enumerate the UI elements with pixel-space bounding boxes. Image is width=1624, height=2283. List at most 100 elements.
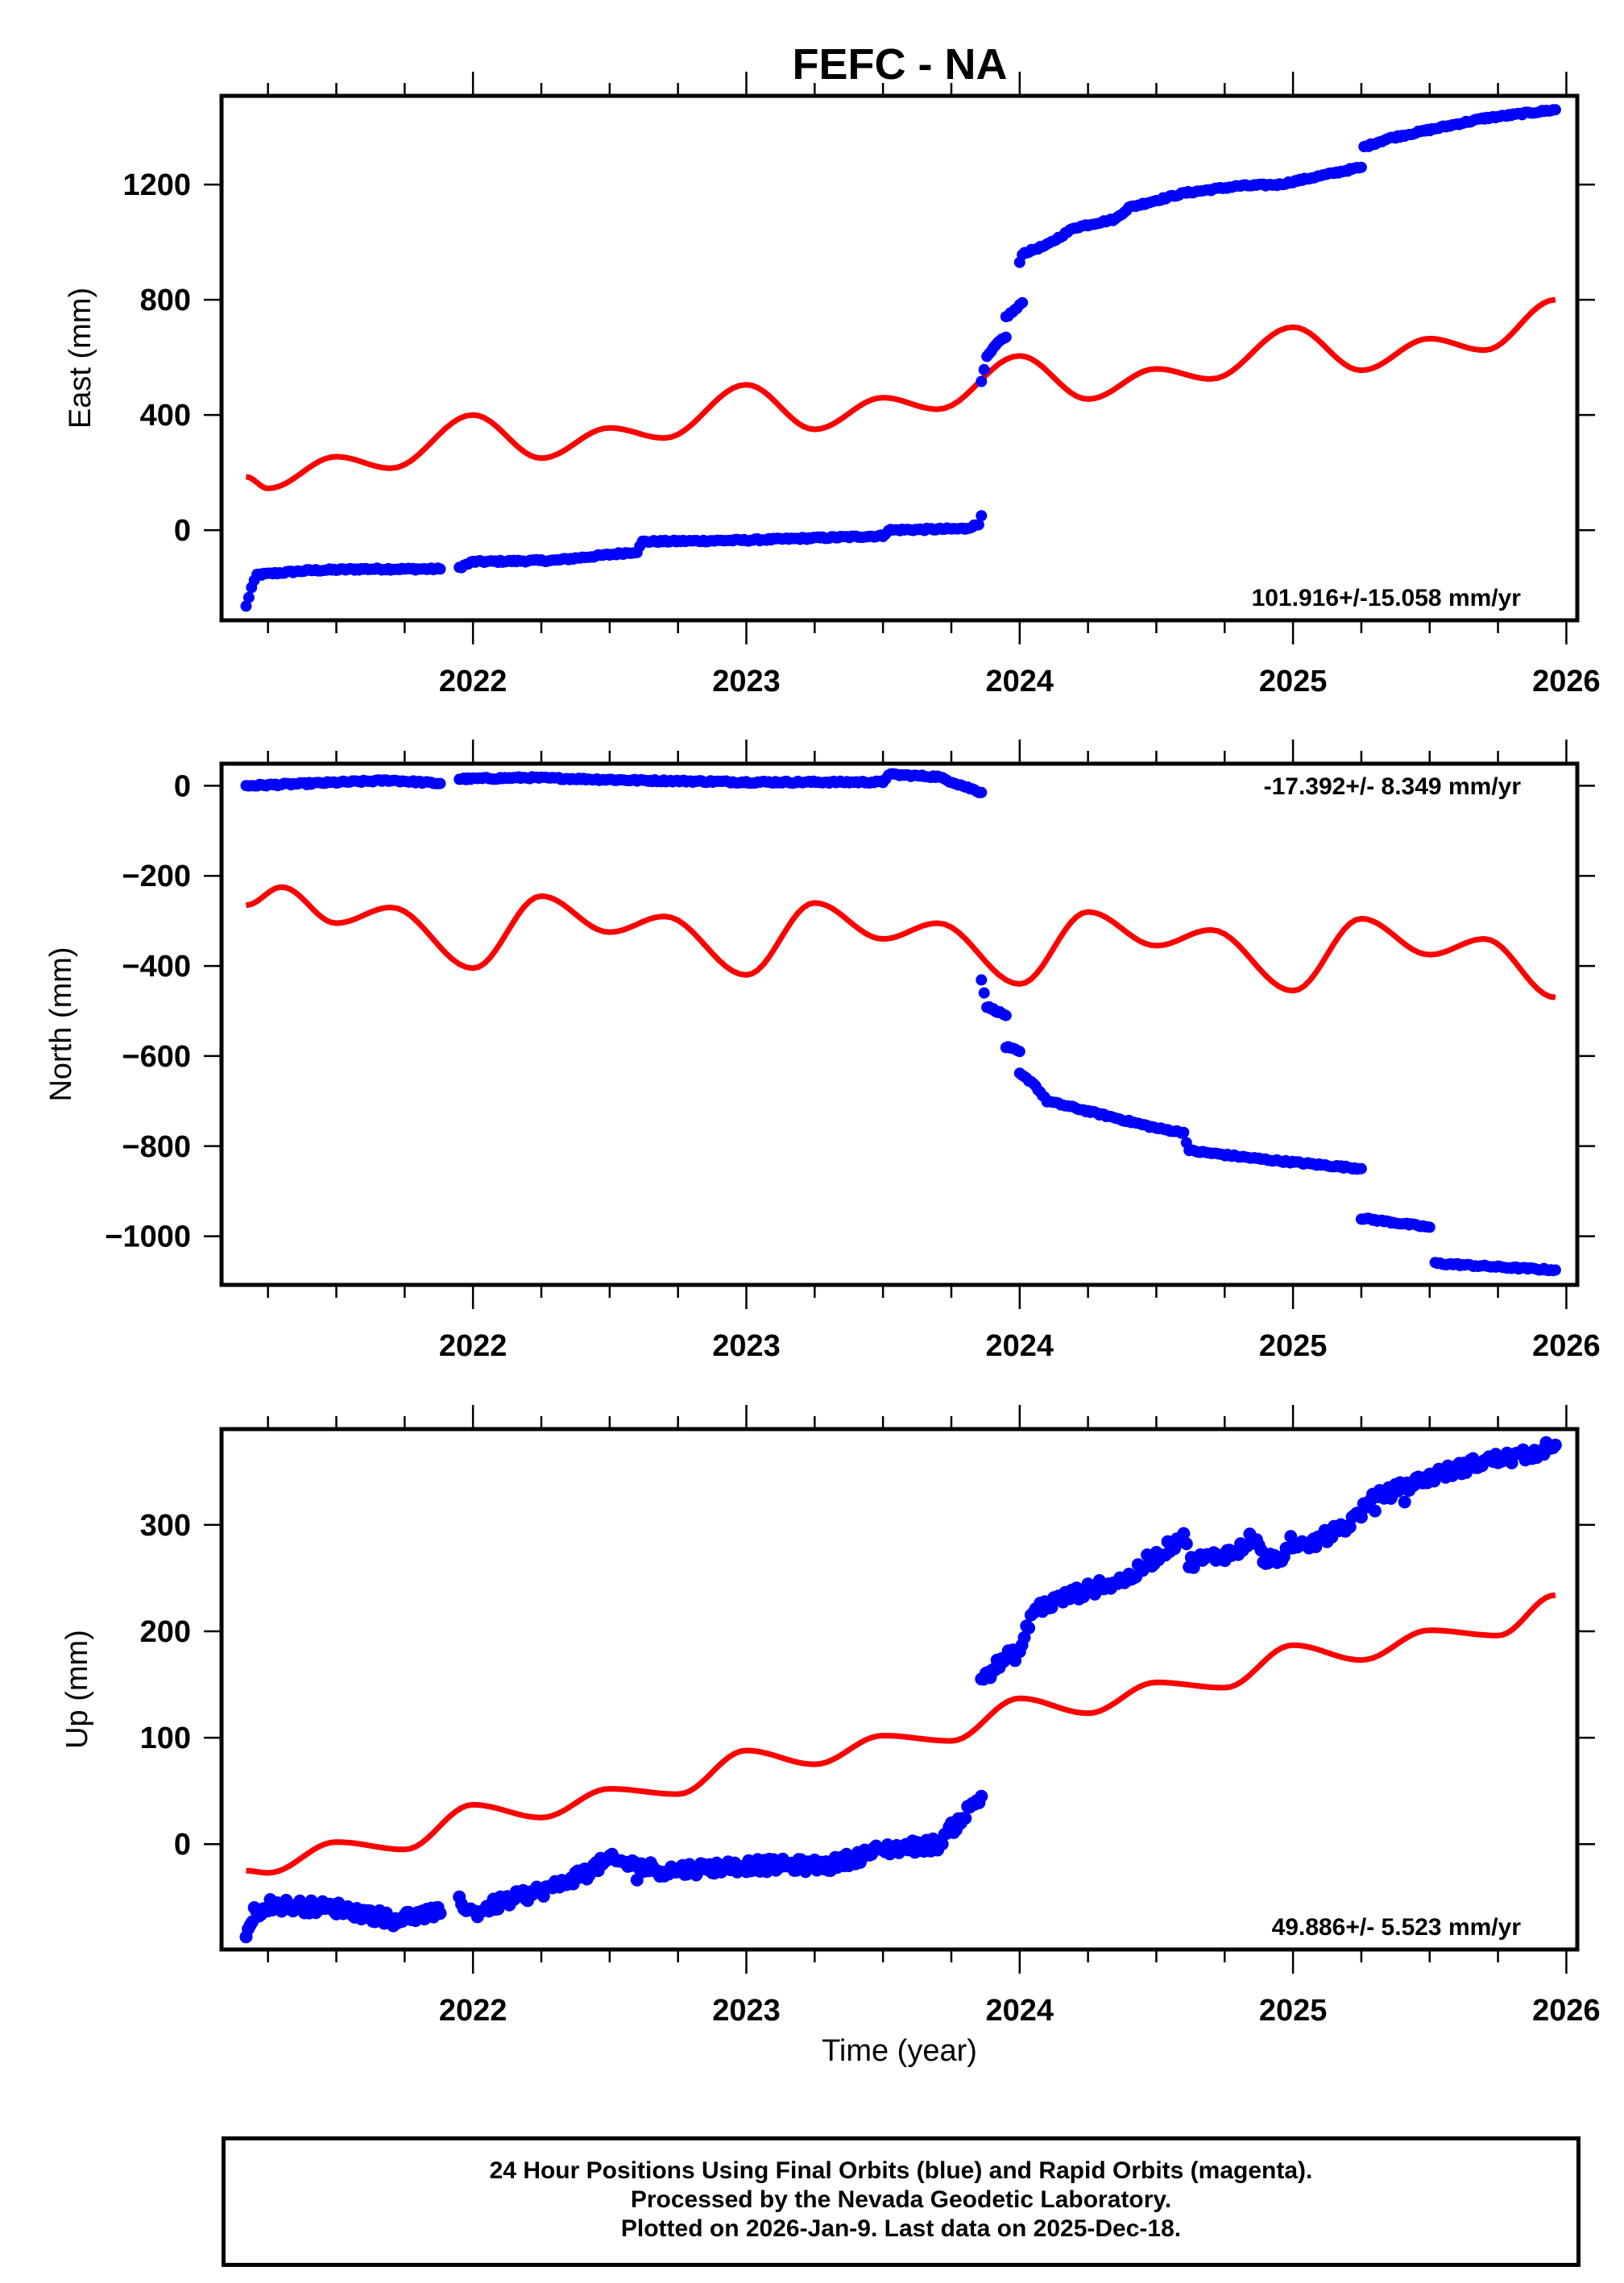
x-tick-label: 2026 bbox=[1532, 1329, 1601, 1363]
x-tick-label: 2023 bbox=[712, 1329, 781, 1363]
east-final-orbit-segment bbox=[1000, 296, 1029, 323]
data-point bbox=[976, 510, 988, 522]
data-point bbox=[975, 1789, 988, 1803]
x-tick-label: 2025 bbox=[1259, 1994, 1328, 2028]
east-y-axis-label: East (mm) bbox=[64, 288, 97, 429]
footer-line-orbits: 24 Hour Positions Using Final Orbits (bl… bbox=[489, 2157, 1313, 2184]
x-tick-label: 2023 bbox=[712, 665, 781, 698]
north-final-orbit-segment bbox=[1013, 1067, 1367, 1175]
footer-line-plotted-date: Plotted on 2026-Jan-9. Last data on 2025… bbox=[620, 2215, 1182, 2242]
y-tick-label: −200 bbox=[122, 860, 191, 893]
east-final-orbit-segment bbox=[1358, 104, 1561, 152]
y-tick-label: 0 bbox=[174, 1828, 191, 1862]
north-final-orbit-segment bbox=[976, 974, 1012, 1021]
data-point bbox=[242, 591, 255, 603]
y-tick-label: −400 bbox=[122, 950, 191, 984]
up-final-orbit-segment bbox=[975, 1436, 1562, 1686]
up-plot-frame bbox=[219, 1427, 1580, 1952]
y-tick-label: 0 bbox=[174, 514, 191, 548]
north-plot-frame bbox=[219, 761, 1580, 1287]
x-axis-label: Time (year) bbox=[822, 2034, 977, 2068]
east-plot-frame bbox=[219, 93, 1580, 623]
data-point bbox=[1000, 331, 1012, 343]
up-final-orbit-segment bbox=[239, 1893, 447, 1944]
y-tick-label: −1000 bbox=[105, 1220, 191, 1254]
data-point bbox=[240, 600, 252, 612]
data-point bbox=[1017, 296, 1029, 309]
data-point bbox=[1355, 161, 1367, 173]
east-final-orbit-segment bbox=[1013, 161, 1367, 268]
x-tick-label: 2024 bbox=[986, 1329, 1054, 1363]
east-final-orbit-segment bbox=[976, 331, 1012, 387]
north-final-orbit-segment bbox=[1000, 1041, 1025, 1058]
east-velocity-rate-label: 101.916+/-15.058 mm/yr bbox=[1252, 585, 1522, 611]
data-point bbox=[978, 987, 990, 999]
data-point bbox=[935, 1838, 949, 1851]
y-tick-label: 300 bbox=[140, 1509, 191, 1543]
y-tick-label: 1200 bbox=[122, 168, 191, 202]
up-final-orbit-segment bbox=[453, 1789, 988, 1924]
footer-legend-box: 24 Hour Positions Using Final Orbits (bl… bbox=[222, 2136, 1580, 2267]
data-point bbox=[976, 786, 988, 798]
data-point bbox=[976, 375, 988, 387]
data-point bbox=[1355, 1162, 1367, 1175]
x-tick-label: 2023 bbox=[712, 1994, 781, 2028]
data-point bbox=[1423, 1221, 1436, 1233]
data-point bbox=[959, 1812, 972, 1825]
north-y-axis-label: North (mm) bbox=[44, 947, 78, 1101]
x-tick-label: 2022 bbox=[439, 1329, 508, 1363]
x-tick-label: 2024 bbox=[986, 1994, 1054, 2028]
data-point bbox=[1548, 1438, 1562, 1452]
east-model-line bbox=[245, 296, 1556, 491]
data-point bbox=[1000, 1009, 1012, 1021]
figure-title: FEFC - NA bbox=[793, 40, 1008, 89]
y-tick-label: 200 bbox=[140, 1615, 191, 1649]
x-tick-label: 2022 bbox=[439, 1994, 508, 2028]
data-point bbox=[1178, 1126, 1190, 1138]
data-point bbox=[434, 563, 446, 575]
x-tick-label: 2026 bbox=[1532, 665, 1601, 698]
data-point bbox=[978, 363, 990, 375]
north-model-line bbox=[246, 884, 1556, 1001]
up-data-layer bbox=[239, 1436, 1562, 1944]
x-tick-label: 2024 bbox=[986, 665, 1054, 698]
up-velocity-rate-label: 49.886+/- 5.523 mm/yr bbox=[1272, 1914, 1522, 1941]
data-point bbox=[1013, 1046, 1025, 1058]
data-point bbox=[1022, 1621, 1036, 1635]
north-data-layer bbox=[240, 768, 1561, 1277]
data-point bbox=[1343, 1520, 1357, 1534]
data-point bbox=[1398, 1495, 1411, 1509]
east-final-orbit-segment bbox=[454, 510, 988, 574]
data-point bbox=[1177, 1527, 1191, 1540]
y-tick-label: 100 bbox=[140, 1722, 191, 1755]
north-final-orbit-segment bbox=[1355, 1212, 1436, 1233]
footer-line-processed-by: Processed by the Nevada Geodetic Laborat… bbox=[630, 2186, 1172, 2213]
y-tick-label: 800 bbox=[140, 284, 191, 317]
east-panel: 2022 2023 2024 2025 2026 0 400 800 1200 East (mm)… bbox=[64, 72, 1601, 698]
data-point bbox=[1284, 1530, 1298, 1543]
north-final-orbit-segment bbox=[454, 768, 988, 798]
data-point bbox=[1179, 1537, 1193, 1551]
up-model-line bbox=[245, 1592, 1556, 1876]
east-final-orbit-segment bbox=[240, 562, 446, 612]
y-tick-label: −600 bbox=[122, 1040, 191, 1074]
data-point bbox=[630, 1873, 644, 1887]
y-tick-label: 0 bbox=[174, 769, 191, 803]
y-tick-label: −800 bbox=[122, 1130, 191, 1164]
up-panel: 2022 2023 2024 2025 2026 0 100 200 300 Up (mm) Tim… bbox=[60, 1405, 1601, 2068]
data-point bbox=[1368, 1504, 1382, 1518]
data-point bbox=[1354, 1510, 1368, 1524]
data-point bbox=[976, 974, 988, 986]
north-final-orbit-segment bbox=[1429, 1257, 1561, 1277]
data-point bbox=[972, 519, 984, 531]
data-point bbox=[1549, 104, 1561, 116]
north-final-orbit-segment bbox=[240, 774, 446, 792]
x-tick-label: 2025 bbox=[1259, 665, 1328, 698]
data-point bbox=[434, 777, 446, 789]
north-velocity-rate-label: -17.392+/- 8.349 mm/yr bbox=[1264, 773, 1522, 800]
x-tick-label: 2025 bbox=[1259, 1329, 1328, 1363]
up-y-axis-label: Up (mm) bbox=[60, 1630, 94, 1749]
north-panel: 2022 2023 2024 2025 2026 −1000 −800 −600 −400 −20… bbox=[44, 740, 1601, 1363]
y-tick-label: 400 bbox=[140, 399, 191, 433]
